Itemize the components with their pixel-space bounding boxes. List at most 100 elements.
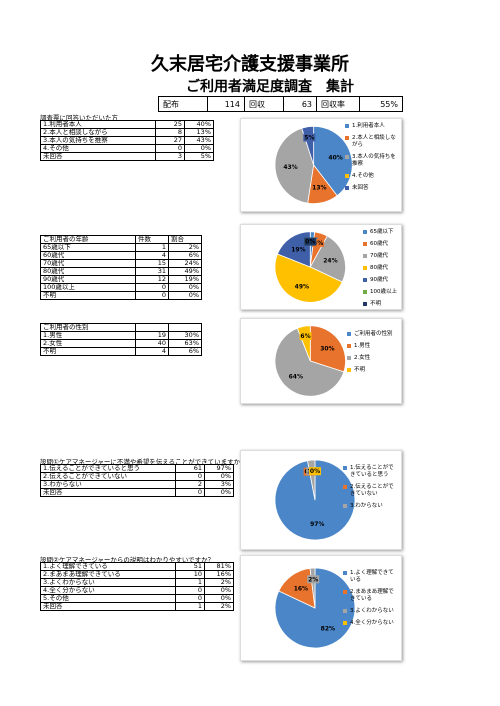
legend-item: 2.まあまあ理解できている (343, 589, 397, 603)
legend-item: 2.伝えることができていない (343, 484, 397, 498)
legend-label: 70歳代 (370, 253, 388, 259)
chart-legend: ご利用者の性別 1.男性 2.女性 不明 (347, 331, 397, 379)
pie-label-bg (304, 237, 317, 246)
pie-data-label: 97% (310, 521, 324, 528)
pie-data-label: 13% (312, 184, 326, 191)
table-row: 未回答 1 2% (40, 602, 234, 611)
pie-label-bg (295, 282, 308, 291)
legend-label: 2.女性 (354, 355, 371, 361)
collected-value: 63 (283, 96, 317, 112)
legend-swatch (347, 344, 351, 348)
legend-label: 100歳以上 (370, 289, 397, 295)
pie-label-bg (309, 467, 321, 476)
legend-label: 1.よく理解できている (350, 570, 394, 583)
section-table-4: 設問①ケアマネージャーに不満や希望を伝えることができていますか？ 1.伝えることが… (40, 456, 247, 497)
pie-data-label: 2% (308, 576, 318, 583)
data-table: 1.伝えることができていると思う 61 97% 2.伝えることができていない 0 0% 3.… (40, 464, 234, 497)
legend-swatch (343, 485, 347, 489)
pie-chart-2: 2%6%24%49%19%0%0%65歳以下60歳代70歳代80歳代90歳代10… (240, 224, 402, 310)
data-table: ご利用者の性別 1.男性 19 30% 2.女性 40 63% 不明 4 6% (40, 323, 202, 356)
distributed-label: 配布 (158, 96, 208, 112)
legend-swatch (345, 124, 349, 128)
table-row: 3.わからない 2 3% (40, 480, 234, 489)
pie-chart-svg: 2%6%24%49%19%0%0% (274, 231, 346, 303)
legend-swatch (343, 571, 347, 575)
page-title: 久末居宅介護支援事業所 (151, 54, 349, 75)
pie-chart-5: 82% 16% 2% 1.よく理解できている 2.まあまあ理解できている 3.よくわからな… (240, 555, 402, 661)
section-table-3: ご利用者の性別 1.男性 19 30% 2.女性 40 63% 不明 4 6% (40, 323, 202, 356)
pie-label-bg (307, 575, 320, 584)
data-table: 1.利用者本人 25 40% 2.本人と相談しながら 8 13% 3.本人の気持ちを推察 27… (40, 120, 214, 161)
section-caption: 設問①ケアマネージャーに不満や希望を伝えることができていますか？ (40, 458, 247, 466)
legend-label: 60歳代 (370, 241, 388, 247)
legend-item: 70歳代 (363, 253, 397, 260)
legend-swatch (347, 368, 351, 372)
legend-label: 4.その他 (352, 173, 374, 179)
legend-label: 65歳以下 (370, 229, 394, 235)
section-table-1: 調査票に回答いただいた方 1.利用者本人 25 40% 2.本人と相談しながら 8 13% 3… (40, 112, 214, 161)
pie-chart-1: 40% 13% 43% 5% 1.利用者本人 2.本人と相談しながら 3.本人の気持ちを推察… (240, 118, 402, 212)
pie-chart-svg: 30% 64% 6% (274, 325, 346, 397)
pie-chart-svg: 40% 13% 43% 5% (274, 125, 353, 205)
table-cell: 0% (168, 291, 202, 300)
legend-swatch (363, 290, 367, 294)
legend-swatch (343, 609, 347, 613)
table-cell: 未回答 (40, 602, 176, 611)
table-row: 80歳代 31 49% (40, 267, 202, 276)
legend-swatch (363, 266, 367, 270)
legend-swatch (343, 466, 347, 470)
legend-label: 1.男性 (354, 343, 371, 349)
legend-swatch (345, 155, 349, 159)
pie-data-label: 49% (295, 283, 309, 290)
pie-data-label: 64% (289, 373, 303, 380)
legend-label: 1.利用者本人 (352, 123, 385, 129)
pie-data-label: 82% (321, 625, 335, 632)
legend-label: 2.伝えることができていない (350, 484, 394, 497)
chart-legend: 1.よく理解できている 2.まあまあ理解できている 3.よくわからない 4.全く分から… (343, 570, 397, 632)
legend-item: 65歳以下 (363, 229, 397, 236)
legend-label: 80歳代 (370, 265, 388, 271)
legend-label: 3.よくわからない (350, 608, 394, 614)
table-cell: 未回答 (40, 152, 156, 161)
table-cell: 不明 (40, 347, 136, 356)
legend-label: 4.全く分からない (350, 620, 394, 626)
legend-swatch (343, 504, 347, 508)
pie-data-label: 6% (300, 333, 310, 340)
chart-legend: 1.利用者本人 2.本人と相談しながら 3.本人の気持ちを推察 4.その他 未回答 (345, 123, 397, 197)
table-row: 2.本人と相談しながら 8 13% (40, 128, 214, 137)
legend-item: 3.わからない (343, 503, 397, 510)
legend-label: 3.本人の気持ちを推察 (352, 154, 396, 167)
table-cell: 5% (184, 152, 214, 161)
legend-item: 1.利用者本人 (345, 123, 397, 130)
pie-data-label: 6% (313, 240, 323, 247)
legend-swatch (343, 590, 347, 594)
legend-swatch (363, 302, 367, 306)
legend-swatch (345, 174, 349, 178)
table-cell: 6% (168, 347, 202, 356)
pie-data-label: 0% (310, 468, 320, 475)
chart-legend: 1.伝えることができていると思う 2.伝えることができていない 3.わからない (343, 465, 397, 515)
legend-item: 80歳代 (363, 265, 397, 272)
legend-label: 未回答 (352, 185, 369, 191)
pie-label-bg (311, 519, 324, 528)
legend-item: 不明 (347, 367, 397, 374)
pie-label-bg (284, 162, 297, 171)
table-row: 60歳代 4 6% (40, 251, 202, 260)
pie-data-label: 19% (291, 246, 305, 253)
legend-label: 90歳代 (370, 277, 388, 283)
legend-item: 3.よくわからない (343, 608, 397, 615)
table-row: 不明 0 0% (40, 291, 202, 300)
distributed-value: 114 (207, 96, 245, 112)
section-caption: 調査票に回答いただいた方 (40, 114, 118, 122)
legend-swatch (363, 254, 367, 258)
rate-label: 回収率 (316, 96, 360, 112)
data-table: ご利用者の年齢 件数 割合 65歳以下 1 2% 60歳代 4 6% 70歳代 15 24% 80歳代 3… (40, 235, 202, 300)
pie-label-bg (294, 584, 307, 593)
legend-swatch (363, 242, 367, 246)
legend-label: 3.わからない (350, 503, 383, 509)
table-row: 5.その他 0 0% (40, 594, 234, 603)
pie-data-label: 16% (294, 586, 308, 593)
legend-swatch (347, 332, 351, 336)
legend-item: 90歳代 (363, 277, 397, 284)
pie-label-bg (329, 153, 342, 162)
